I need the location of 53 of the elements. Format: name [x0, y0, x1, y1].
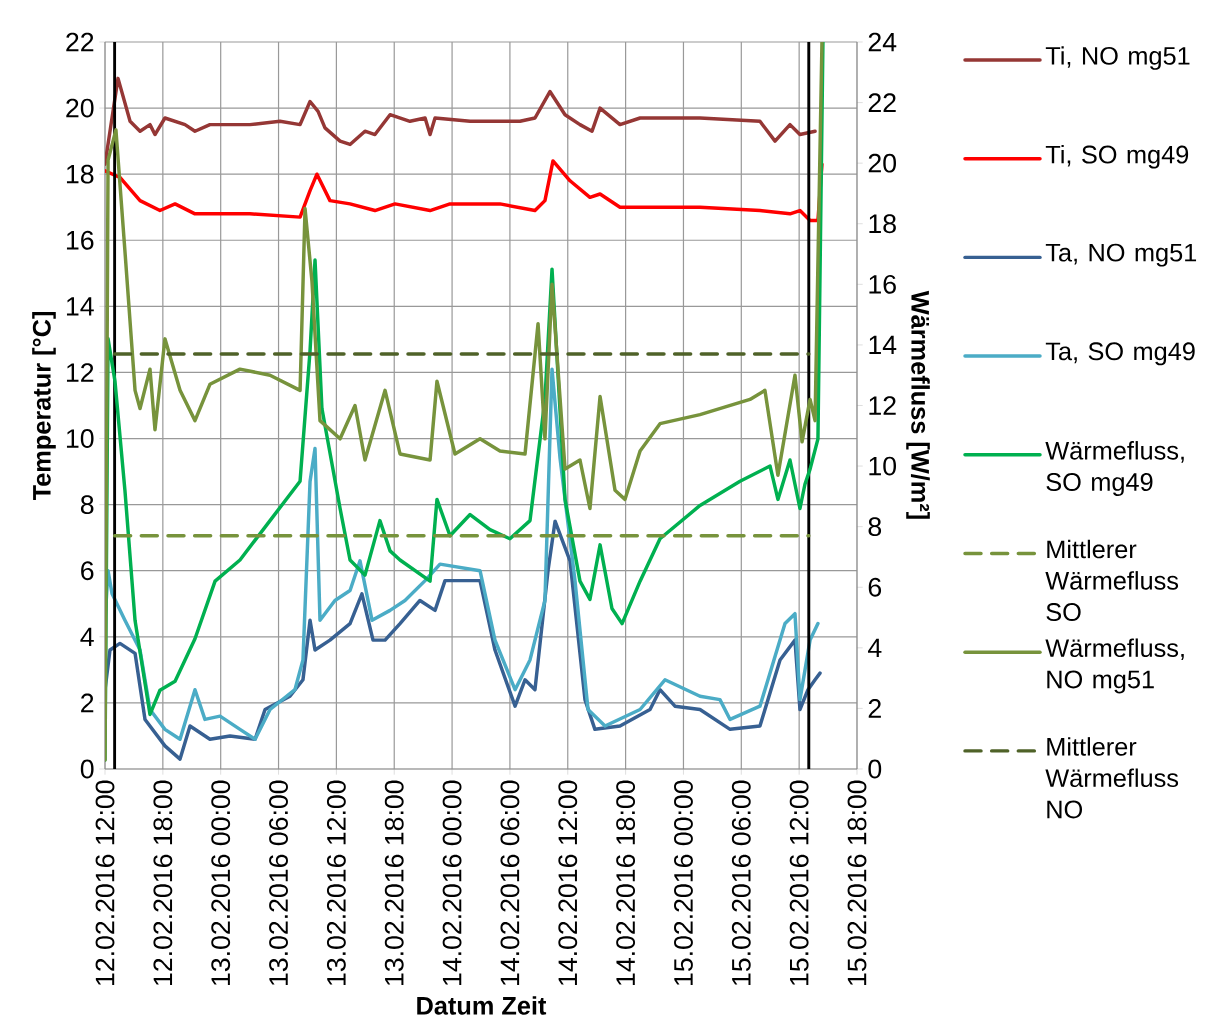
- x-tick-label: 15.02.2016 18:00: [847, 780, 867, 985]
- legend-label: Ti, SO mg49: [1045, 144, 1189, 169]
- x-tick-label: 15.02.2016 00:00: [674, 780, 693, 985]
- y2-tick-label: 14: [869, 335, 897, 355]
- x-tick-label: 14.02.2016 12:00: [558, 780, 578, 985]
- y2-tick-label: 6: [868, 577, 882, 597]
- y-tick-label: 4: [80, 627, 94, 646]
- y-tick-label: 0: [80, 759, 94, 779]
- line-series: [105, 159, 824, 223]
- y-tick-label: 18: [66, 164, 94, 184]
- x-tick-label: 14.02.2016 18:00: [616, 780, 636, 985]
- y-tick-label: 16: [66, 230, 94, 250]
- y2-tick-label: 4: [868, 638, 882, 657]
- legend-label: Ta, SO mg49: [1045, 342, 1195, 366]
- y-tick-label: 22: [66, 32, 94, 52]
- x-tick-label: 15.02.2016 06:00: [731, 780, 751, 985]
- x-tick-label: 12.02.2016 12:00: [95, 780, 115, 985]
- x-tick-label: 14.02.2016 06:00: [500, 780, 520, 985]
- y2-tick-label: 8: [868, 517, 882, 537]
- y-tick-label: 20: [66, 98, 94, 118]
- y-axis-title: Temperatur [°C]: [32, 312, 56, 501]
- legend-label: Ti, NO mg51: [1045, 46, 1190, 70]
- y2-tick-label: 2: [868, 699, 881, 718]
- x-tick-label: 14.02.2016 00:00: [442, 780, 462, 985]
- line-series: [105, 367, 820, 741]
- x-tick-label: 12.02.2016 18:00: [153, 780, 173, 985]
- y2-axis-title: Wärmefluss [W/m²]: [906, 290, 930, 519]
- legend-label: Wärmefluss, SO mg49: [1045, 441, 1184, 496]
- x-tick-label: 13.02.2016 00:00: [211, 780, 231, 985]
- y2-tick-label: 0: [868, 759, 882, 779]
- x-tick-label: 15.02.2016 12:00: [789, 780, 809, 985]
- y2-tick-label: 16: [869, 274, 896, 294]
- y-tick-label: 12: [66, 363, 94, 382]
- y2-tick-label: 12: [869, 396, 896, 415]
- y2-tick-label: 20: [868, 153, 896, 173]
- x-tick-label: 13.02.2016 18:00: [384, 780, 404, 985]
- y2-tick-label: 10: [869, 456, 896, 476]
- y2-tick-label: 22: [868, 93, 896, 112]
- legend-label: Ta, NO mg51: [1045, 243, 1197, 267]
- legend-label: Mittlerer Wärmefluss SO: [1045, 539, 1179, 622]
- y2-tick-label: 18: [869, 214, 896, 234]
- y2-tick-label: 24: [868, 32, 897, 52]
- y-tick-label: 8: [80, 495, 94, 515]
- legend-label: Wärmefluss, NO mg51: [1045, 638, 1184, 694]
- y-tick-label: 14: [66, 297, 94, 316]
- x-tick-label: 13.02.2016 06:00: [269, 780, 288, 985]
- x-tick-label: 13.02.2016 12:00: [326, 780, 346, 985]
- y-tick-label: 10: [66, 429, 94, 448]
- y-tick-label: 6: [81, 561, 94, 581]
- line-series: [105, 76, 817, 166]
- y-tick-label: 2: [81, 693, 94, 713]
- x-axis-title: Datum Zeit: [417, 996, 547, 1015]
- legend-label: Mittlerer Wärmefluss NO: [1045, 737, 1179, 819]
